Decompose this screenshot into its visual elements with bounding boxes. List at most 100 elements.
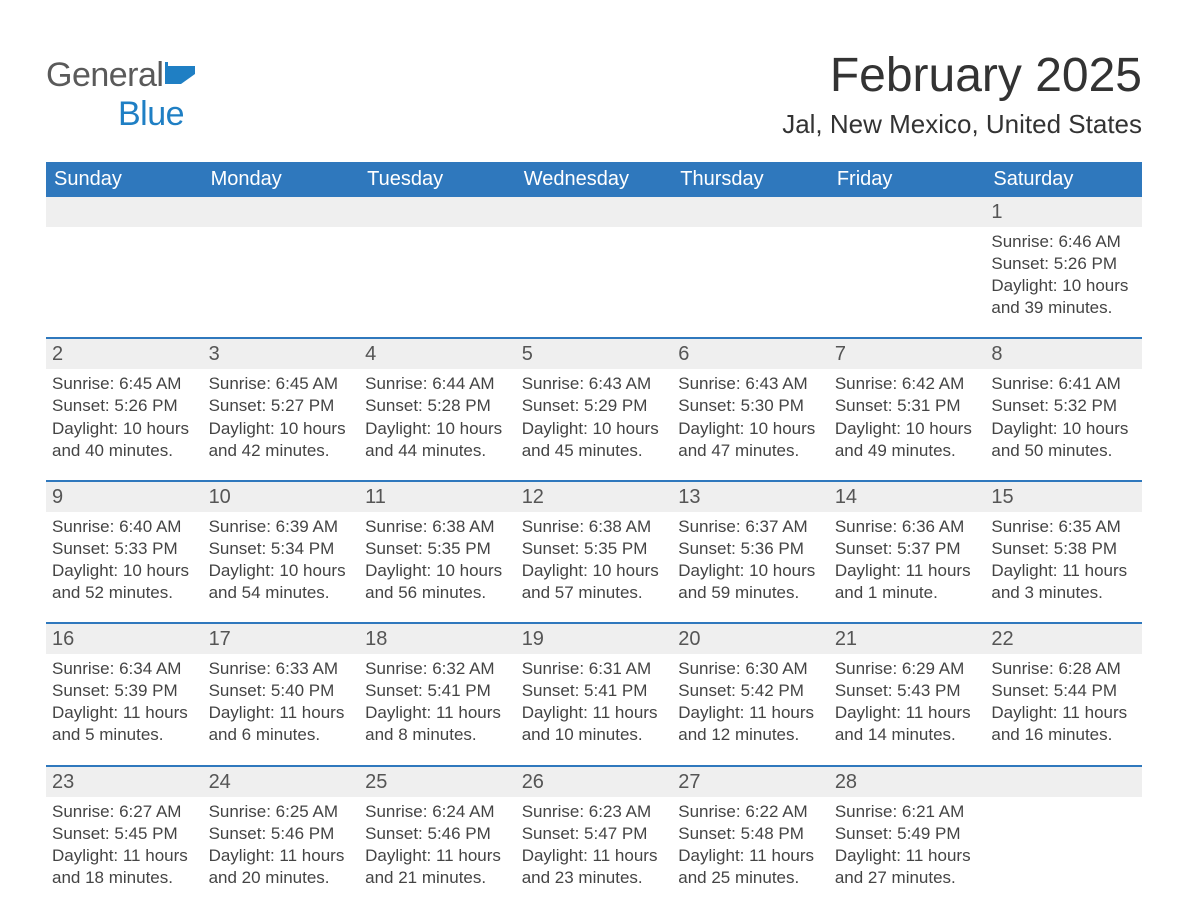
sunrise-text: Sunrise: 6:38 AM bbox=[522, 516, 667, 538]
daylight-text: Daylight: 10 hours and 54 minutes. bbox=[209, 560, 354, 604]
day-number: 11 bbox=[359, 480, 516, 512]
sunrise-text: Sunrise: 6:44 AM bbox=[365, 373, 510, 395]
sunrise-text: Sunrise: 6:31 AM bbox=[522, 658, 667, 680]
sunrise-text: Sunrise: 6:32 AM bbox=[365, 658, 510, 680]
sunset-text: Sunset: 5:45 PM bbox=[52, 823, 197, 845]
sunset-text: Sunset: 5:29 PM bbox=[522, 395, 667, 417]
day-details: Sunrise: 6:24 AMSunset: 5:46 PMDaylight:… bbox=[365, 801, 510, 889]
calendar-cell: 27Sunrise: 6:22 AMSunset: 5:48 PMDayligh… bbox=[672, 765, 829, 907]
daylight-text: Daylight: 10 hours and 52 minutes. bbox=[52, 560, 197, 604]
calendar-cell: 19 Sunrise: 6:31 AMSunset: 5:41 PMDayligh… bbox=[516, 622, 673, 764]
calendar-cell: 7Sunrise: 6:42 AMSunset: 5:31 PMDaylight… bbox=[829, 337, 986, 479]
day-number: 14 bbox=[829, 480, 986, 512]
sunrise-text: Sunrise: 6:39 AM bbox=[209, 516, 354, 538]
day-details: Sunrise: 6:27 AMSunset: 5:45 PMDaylight:… bbox=[52, 801, 197, 889]
day-number: 24 bbox=[203, 765, 360, 797]
day-details: Sunrise: 6:46 AMSunset: 5:26 PMDaylight:… bbox=[991, 231, 1136, 319]
day-number: 25 bbox=[359, 765, 516, 797]
daylight-text: Daylight: 11 hours and 27 minutes. bbox=[835, 845, 980, 889]
calendar-cell bbox=[829, 197, 986, 337]
daylight-text: Daylight: 10 hours and 45 minutes. bbox=[522, 418, 667, 462]
sunrise-text: Sunrise: 6:46 AM bbox=[991, 231, 1136, 253]
calendar-cell: 9Sunrise: 6:40 AMSunset: 5:33 PMDaylight… bbox=[46, 480, 203, 622]
empty-day-bar bbox=[516, 197, 673, 227]
day-details: Sunrise: 6:34 AMSunset: 5:39 PMDaylight:… bbox=[52, 658, 197, 746]
calendar-cell: 8Sunrise: 6:41 AMSunset: 5:32 PMDaylight… bbox=[985, 337, 1142, 479]
day-details: Sunrise: 6:31 AMSunset: 5:41 PMDaylight:… bbox=[522, 658, 667, 746]
day-details: Sunrise: 6:45 AMSunset: 5:27 PMDaylight:… bbox=[209, 373, 354, 461]
day-details: Sunrise: 6:37 AMSunset: 5:36 PMDaylight:… bbox=[678, 516, 823, 604]
day-number: 10 bbox=[203, 480, 360, 512]
daylight-text: Daylight: 11 hours and 16 minutes. bbox=[991, 702, 1136, 746]
location-label: Jal, New Mexico, United States bbox=[782, 109, 1142, 140]
calendar-cell: 10 Sunrise: 6:39 AMSunset: 5:34 PMDayligh… bbox=[203, 480, 360, 622]
sunset-text: Sunset: 5:44 PM bbox=[991, 680, 1136, 702]
empty-day-bar bbox=[359, 197, 516, 227]
calendar-cell: 3 Sunrise: 6:45 AMSunset: 5:27 PMDaylight… bbox=[203, 337, 360, 479]
brand-text: General Blue bbox=[46, 54, 195, 134]
daylight-text: Daylight: 11 hours and 23 minutes. bbox=[522, 845, 667, 889]
day-details: Sunrise: 6:30 AMSunset: 5:42 PMDaylight:… bbox=[678, 658, 823, 746]
empty-day-bar bbox=[46, 197, 203, 227]
day-details: Sunrise: 6:40 AMSunset: 5:33 PMDaylight:… bbox=[52, 516, 197, 604]
weekday-header: Sunday bbox=[46, 162, 203, 197]
sunrise-text: Sunrise: 6:22 AM bbox=[678, 801, 823, 823]
sunset-text: Sunset: 5:32 PM bbox=[991, 395, 1136, 417]
sunrise-text: Sunrise: 6:24 AM bbox=[365, 801, 510, 823]
calendar-week: 16Sunrise: 6:34 AMSunset: 5:39 PMDayligh… bbox=[46, 622, 1142, 764]
daylight-text: Daylight: 11 hours and 18 minutes. bbox=[52, 845, 197, 889]
empty-day-bar bbox=[829, 197, 986, 227]
sunset-text: Sunset: 5:37 PM bbox=[835, 538, 980, 560]
sunset-text: Sunset: 5:40 PM bbox=[209, 680, 354, 702]
daylight-text: Daylight: 10 hours and 50 minutes. bbox=[991, 418, 1136, 462]
sunrise-text: Sunrise: 6:43 AM bbox=[522, 373, 667, 395]
day-details: Sunrise: 6:39 AMSunset: 5:34 PMDaylight:… bbox=[209, 516, 354, 604]
sunset-text: Sunset: 5:26 PM bbox=[991, 253, 1136, 275]
day-details: Sunrise: 6:45 AMSunset: 5:26 PMDaylight:… bbox=[52, 373, 197, 461]
calendar-table: SundayMondayTuesdayWednesdayThursdayFrid… bbox=[46, 162, 1142, 907]
day-number: 22 bbox=[985, 622, 1142, 654]
day-number: 16 bbox=[46, 622, 203, 654]
daylight-text: Daylight: 11 hours and 5 minutes. bbox=[52, 702, 197, 746]
sunrise-text: Sunrise: 6:27 AM bbox=[52, 801, 197, 823]
calendar-body: 1Sunrise: 6:46 AMSunset: 5:26 PMDaylight… bbox=[46, 197, 1142, 907]
calendar-cell: 25 Sunrise: 6:24 AMSunset: 5:46 PMDayligh… bbox=[359, 765, 516, 907]
sunrise-text: Sunrise: 6:42 AM bbox=[835, 373, 980, 395]
sunset-text: Sunset: 5:47 PM bbox=[522, 823, 667, 845]
sunset-text: Sunset: 5:36 PM bbox=[678, 538, 823, 560]
header-row: General Blue February 2025 Jal, New Mexi… bbox=[46, 36, 1142, 154]
day-number: 12 bbox=[516, 480, 673, 512]
sunrise-text: Sunrise: 6:34 AM bbox=[52, 658, 197, 680]
weekday-header: Monday bbox=[203, 162, 360, 197]
brand-part1: General bbox=[46, 56, 163, 94]
sunrise-text: Sunrise: 6:40 AM bbox=[52, 516, 197, 538]
weekday-header: Tuesday bbox=[359, 162, 516, 197]
sunset-text: Sunset: 5:46 PM bbox=[209, 823, 354, 845]
weekday-header: Friday bbox=[829, 162, 986, 197]
sunset-text: Sunset: 5:39 PM bbox=[52, 680, 197, 702]
day-number: 19 bbox=[516, 622, 673, 654]
daylight-text: Daylight: 10 hours and 40 minutes. bbox=[52, 418, 197, 462]
calendar-cell: 1Sunrise: 6:46 AMSunset: 5:26 PMDaylight… bbox=[985, 197, 1142, 337]
flag-icon bbox=[165, 54, 195, 93]
day-number: 26 bbox=[516, 765, 673, 797]
calendar-cell bbox=[516, 197, 673, 337]
calendar-header: SundayMondayTuesdayWednesdayThursdayFrid… bbox=[46, 162, 1142, 197]
day-details: Sunrise: 6:22 AMSunset: 5:48 PMDaylight:… bbox=[678, 801, 823, 889]
daylight-text: Daylight: 11 hours and 20 minutes. bbox=[209, 845, 354, 889]
sunset-text: Sunset: 5:34 PM bbox=[209, 538, 354, 560]
sunset-text: Sunset: 5:35 PM bbox=[365, 538, 510, 560]
day-number: 3 bbox=[203, 337, 360, 369]
day-number: 21 bbox=[829, 622, 986, 654]
sunset-text: Sunset: 5:26 PM bbox=[52, 395, 197, 417]
day-number: 17 bbox=[203, 622, 360, 654]
calendar-week: 1Sunrise: 6:46 AMSunset: 5:26 PMDaylight… bbox=[46, 197, 1142, 337]
calendar-cell: 21Sunrise: 6:29 AMSunset: 5:43 PMDayligh… bbox=[829, 622, 986, 764]
sunset-text: Sunset: 5:48 PM bbox=[678, 823, 823, 845]
day-details: Sunrise: 6:36 AMSunset: 5:37 PMDaylight:… bbox=[835, 516, 980, 604]
sunset-text: Sunset: 5:41 PM bbox=[522, 680, 667, 702]
calendar-cell: 22Sunrise: 6:28 AMSunset: 5:44 PMDayligh… bbox=[985, 622, 1142, 764]
day-number: 20 bbox=[672, 622, 829, 654]
day-number: 18 bbox=[359, 622, 516, 654]
day-number: 5 bbox=[516, 337, 673, 369]
